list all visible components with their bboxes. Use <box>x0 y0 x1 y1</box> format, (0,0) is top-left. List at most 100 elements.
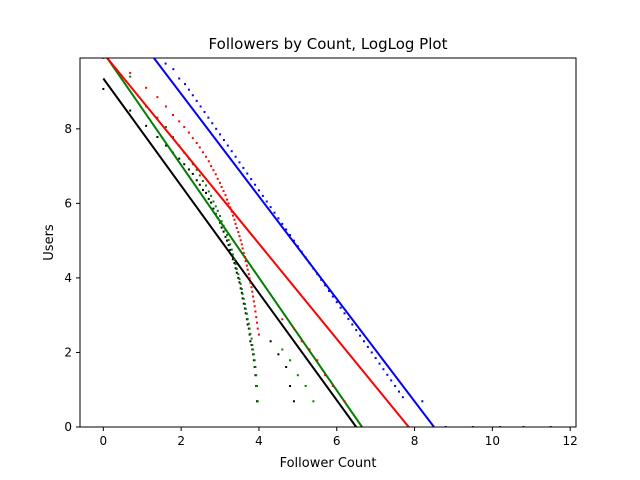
series-2-point-55 <box>292 327 295 330</box>
series-0-point-31 <box>237 276 240 279</box>
series-1-point-36 <box>242 297 245 300</box>
series-3-point-21 <box>254 183 257 186</box>
series-2-fit-line <box>106 58 410 427</box>
series-0-point-34 <box>240 291 243 294</box>
series-3-point-42 <box>335 301 338 304</box>
series-0-point-11 <box>198 183 201 186</box>
series-0-point-43 <box>249 340 252 343</box>
series-0-point-56 <box>292 400 295 403</box>
series-0-point-1 <box>129 109 132 112</box>
series-2-point-29 <box>234 222 237 225</box>
series-1-point-12 <box>201 180 204 182</box>
series-2-point-33 <box>239 239 242 242</box>
series-3-point-56 <box>390 379 393 382</box>
series-0-point-26 <box>230 253 233 256</box>
series-1-point-10 <box>195 168 198 171</box>
series-0-point-53 <box>277 353 280 356</box>
series-1-point-18 <box>216 209 219 212</box>
series-1-point-41 <box>247 322 250 325</box>
series-2-point-58 <box>316 359 319 362</box>
series-3-point-24 <box>265 200 268 203</box>
series-3-point-26 <box>273 211 276 214</box>
series-2-point-8 <box>187 131 190 134</box>
series-3-point-55 <box>386 373 389 376</box>
series-3-point-8 <box>203 111 206 114</box>
series-2-point-26 <box>230 210 233 213</box>
series-0-point-36 <box>242 302 245 305</box>
series-2-point-20 <box>220 185 223 188</box>
series-2-point-1 <box>129 71 132 74</box>
series-0-point-29 <box>234 267 237 270</box>
series-0-point-55 <box>289 385 292 387</box>
y-tick-label-1: 2 <box>64 345 72 359</box>
series-2-point-49 <box>254 310 257 313</box>
series-3-point-16 <box>234 155 237 158</box>
series-0-fit-line <box>102 77 358 427</box>
series-2-point-43 <box>249 281 252 284</box>
series-3-point-53 <box>378 362 381 365</box>
series-3-point-17 <box>238 161 241 164</box>
series-2-point-16 <box>212 169 215 172</box>
series-0-point-20 <box>220 226 223 229</box>
series-3-point-2 <box>178 77 181 80</box>
series-3-point-47 <box>355 329 358 332</box>
series-1-point-46 <box>252 348 255 351</box>
series-2-point-31 <box>237 231 240 234</box>
series-1-point-48 <box>253 359 256 362</box>
series-3-fit-line <box>153 58 435 427</box>
series-2-point-9 <box>191 137 194 140</box>
series-3-point-28 <box>281 222 284 225</box>
series-1-point-21 <box>222 224 225 227</box>
series-3-point-50 <box>366 345 369 348</box>
series-1-point-23 <box>226 234 229 237</box>
series-1-point-27 <box>231 253 234 256</box>
series-0-point-40 <box>246 323 249 326</box>
series-2-point-4 <box>164 105 167 108</box>
series-3-point-33 <box>300 250 303 253</box>
series-1-point-13 <box>205 184 208 187</box>
series-0-point-14 <box>207 197 210 200</box>
series-1-point-43 <box>249 332 252 335</box>
series-3-point-27 <box>277 217 280 220</box>
series-2-point-34 <box>240 243 243 246</box>
x-tick-label-4: 8 <box>411 434 419 448</box>
series-3-point-5 <box>191 94 194 97</box>
x-tick-label-0: 0 <box>100 434 108 448</box>
series-0-point-25 <box>229 248 232 251</box>
series-2-point-5 <box>171 114 174 117</box>
series-3-point-49 <box>362 340 365 343</box>
series-3-point-11 <box>215 127 218 130</box>
series-1-point-44 <box>250 337 253 340</box>
series-0-point-16 <box>212 207 215 210</box>
series-2-point-52 <box>256 327 259 330</box>
x-axis: 0 2 4 6 8 10 12 <box>100 427 578 448</box>
series-3-point-48 <box>359 334 362 337</box>
series-1-point-42 <box>248 327 251 330</box>
series-1-point-31 <box>237 273 240 276</box>
series-1-point-15 <box>210 194 213 197</box>
series-1-point-25 <box>229 243 232 246</box>
series-2-point-54 <box>281 318 284 321</box>
series-0-point-24 <box>227 244 230 247</box>
series-2-point-53 <box>257 333 260 336</box>
series-3-point-25 <box>269 206 272 209</box>
series-2-point-24 <box>227 202 230 205</box>
series-0-point-33 <box>239 287 242 290</box>
x-tick-label-1: 2 <box>177 434 185 448</box>
series-2-point-13 <box>205 155 208 158</box>
series-2-point-57 <box>308 348 311 351</box>
y-tick-label-3: 6 <box>64 196 72 210</box>
series-3-point-35 <box>308 262 311 264</box>
series-1-point-3 <box>156 116 159 119</box>
series-1-point-50 <box>255 374 258 377</box>
series-3-point-44 <box>343 312 346 315</box>
series-1-point-53 <box>281 348 284 351</box>
series-0-point-23 <box>226 239 229 242</box>
series-2-point-19 <box>219 181 222 184</box>
series-3-point-13 <box>222 139 225 141</box>
series-3-point-7 <box>199 105 202 108</box>
series-0-point-13 <box>205 191 208 194</box>
series-2-point-37 <box>243 256 246 259</box>
series-3-point-1 <box>172 68 175 71</box>
series-3-point-23 <box>261 194 264 197</box>
